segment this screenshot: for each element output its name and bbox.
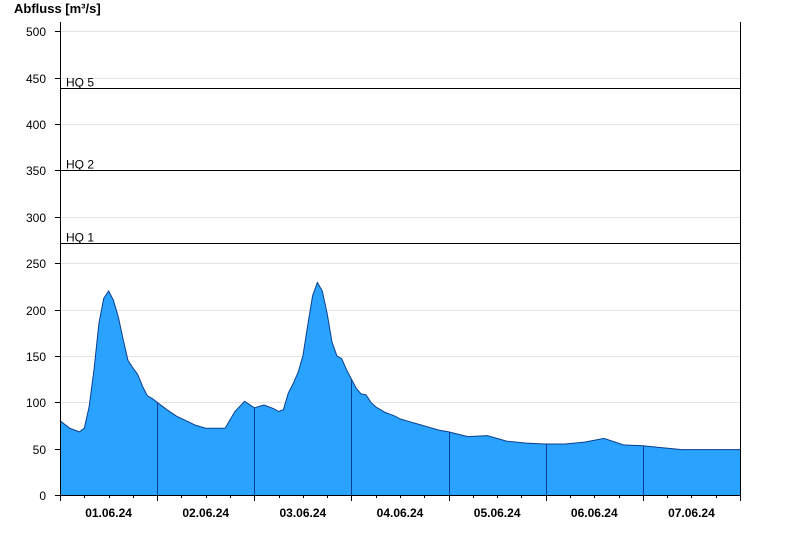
discharge-line xyxy=(59,281,740,451)
axes: 0 50 100 150 200 250 300 350 400 450 500 01.06.24 02… xyxy=(26,22,741,520)
y-tick-label: 0 xyxy=(39,489,46,503)
y-tick-label: 100 xyxy=(26,396,46,410)
threshold-label: HQ 1 xyxy=(66,231,94,245)
day-separators xyxy=(157,379,644,495)
threshold-label: HQ 2 xyxy=(66,158,94,172)
x-tick-label: 07.06.24 xyxy=(668,506,715,520)
x-tick-label: 01.06.24 xyxy=(85,506,132,520)
discharge-area xyxy=(60,282,740,495)
x-tick-label: 02.06.24 xyxy=(182,506,229,520)
x-tick-label: 06.06.24 xyxy=(571,506,618,520)
y-axis-label: Abfluss [m³/s] xyxy=(14,1,101,16)
discharge-series xyxy=(59,281,740,495)
y-tick-label: 450 xyxy=(26,72,46,86)
x-tick-label: 03.06.24 xyxy=(279,506,326,520)
y-tick-label: 200 xyxy=(26,304,46,318)
grid-lines xyxy=(60,31,740,450)
y-tick-label: 400 xyxy=(26,118,46,132)
y-tick-label: 300 xyxy=(26,211,46,225)
threshold-lines: HQ 1 HQ 2 HQ 5 xyxy=(60,76,740,245)
y-tick-label: 250 xyxy=(26,257,46,271)
threshold-label: HQ 5 xyxy=(66,76,94,90)
y-tick-label: 350 xyxy=(26,164,46,178)
x-tick-label: 05.06.24 xyxy=(474,506,521,520)
x-tick-label: 04.06.24 xyxy=(377,506,424,520)
y-tick-label: 150 xyxy=(26,350,46,364)
y-tick-label: 50 xyxy=(33,443,47,457)
y-tick-label: 500 xyxy=(26,25,46,39)
